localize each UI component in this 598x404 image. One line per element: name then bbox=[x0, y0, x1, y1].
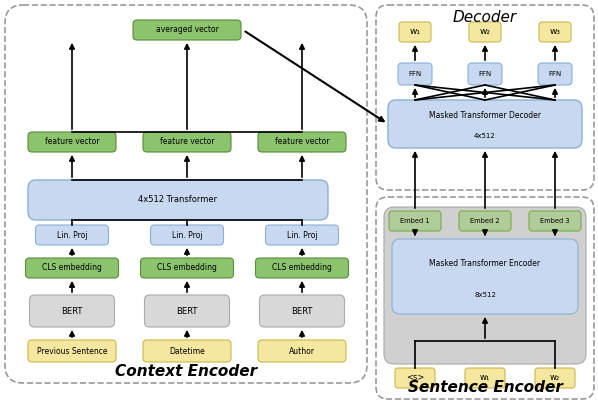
FancyBboxPatch shape bbox=[529, 211, 581, 231]
Text: FFN: FFN bbox=[408, 71, 422, 77]
FancyBboxPatch shape bbox=[141, 258, 233, 278]
FancyBboxPatch shape bbox=[389, 211, 441, 231]
Text: Masked Transformer Decoder: Masked Transformer Decoder bbox=[429, 111, 541, 120]
FancyBboxPatch shape bbox=[26, 258, 118, 278]
FancyBboxPatch shape bbox=[258, 132, 346, 152]
Text: Masked Transformer Encoder: Masked Transformer Encoder bbox=[429, 259, 541, 267]
FancyBboxPatch shape bbox=[459, 211, 511, 231]
FancyBboxPatch shape bbox=[260, 295, 344, 327]
FancyBboxPatch shape bbox=[465, 368, 505, 388]
Text: 4x512 Transformer: 4x512 Transformer bbox=[139, 196, 218, 204]
Text: CLS embedding: CLS embedding bbox=[157, 263, 217, 273]
Text: Context Encoder: Context Encoder bbox=[115, 364, 257, 379]
FancyBboxPatch shape bbox=[535, 368, 575, 388]
FancyBboxPatch shape bbox=[266, 225, 338, 245]
Text: feature vector: feature vector bbox=[160, 137, 214, 147]
Text: BERT: BERT bbox=[62, 307, 83, 316]
FancyBboxPatch shape bbox=[143, 132, 231, 152]
Text: 4x512: 4x512 bbox=[474, 133, 496, 139]
Text: Embed 2: Embed 2 bbox=[470, 218, 500, 224]
FancyBboxPatch shape bbox=[258, 340, 346, 362]
Text: BERT: BERT bbox=[291, 307, 313, 316]
Text: averaged vector: averaged vector bbox=[155, 25, 218, 34]
Text: w₁: w₁ bbox=[480, 374, 490, 383]
FancyBboxPatch shape bbox=[398, 63, 432, 85]
Text: <s>: <s> bbox=[406, 374, 424, 383]
Text: FFN: FFN bbox=[548, 71, 562, 77]
Text: feature vector: feature vector bbox=[45, 137, 99, 147]
FancyBboxPatch shape bbox=[143, 340, 231, 362]
Text: Lin. Proj: Lin. Proj bbox=[286, 231, 318, 240]
Text: FFN: FFN bbox=[478, 71, 492, 77]
Text: Datetime: Datetime bbox=[169, 347, 205, 356]
FancyBboxPatch shape bbox=[392, 239, 578, 314]
Text: Lin. Proj: Lin. Proj bbox=[172, 231, 202, 240]
Text: w₂: w₂ bbox=[480, 27, 490, 36]
FancyBboxPatch shape bbox=[145, 295, 230, 327]
FancyBboxPatch shape bbox=[255, 258, 349, 278]
Text: 8x512: 8x512 bbox=[474, 292, 496, 298]
Text: Embed 3: Embed 3 bbox=[540, 218, 570, 224]
Text: w₂: w₂ bbox=[550, 374, 560, 383]
FancyBboxPatch shape bbox=[468, 63, 502, 85]
FancyBboxPatch shape bbox=[399, 22, 431, 42]
FancyBboxPatch shape bbox=[151, 225, 224, 245]
Text: CLS embedding: CLS embedding bbox=[272, 263, 332, 273]
FancyBboxPatch shape bbox=[35, 225, 108, 245]
FancyBboxPatch shape bbox=[384, 207, 586, 364]
Text: Decoder: Decoder bbox=[453, 10, 517, 25]
FancyBboxPatch shape bbox=[388, 100, 582, 148]
FancyBboxPatch shape bbox=[539, 22, 571, 42]
Text: Embed 1: Embed 1 bbox=[400, 218, 430, 224]
FancyBboxPatch shape bbox=[28, 132, 116, 152]
FancyBboxPatch shape bbox=[133, 20, 241, 40]
FancyBboxPatch shape bbox=[28, 180, 328, 220]
Text: CLS embedding: CLS embedding bbox=[42, 263, 102, 273]
Text: w₃: w₃ bbox=[550, 27, 560, 36]
Text: Sentence Encoder: Sentence Encoder bbox=[408, 380, 563, 395]
Text: feature vector: feature vector bbox=[274, 137, 329, 147]
Text: w₁: w₁ bbox=[410, 27, 420, 36]
Text: BERT: BERT bbox=[176, 307, 198, 316]
FancyBboxPatch shape bbox=[29, 295, 114, 327]
FancyBboxPatch shape bbox=[395, 368, 435, 388]
FancyBboxPatch shape bbox=[28, 340, 116, 362]
Text: Previous Sentence: Previous Sentence bbox=[36, 347, 107, 356]
Text: Lin. Proj: Lin. Proj bbox=[57, 231, 87, 240]
FancyBboxPatch shape bbox=[538, 63, 572, 85]
Text: Author: Author bbox=[289, 347, 315, 356]
FancyBboxPatch shape bbox=[469, 22, 501, 42]
